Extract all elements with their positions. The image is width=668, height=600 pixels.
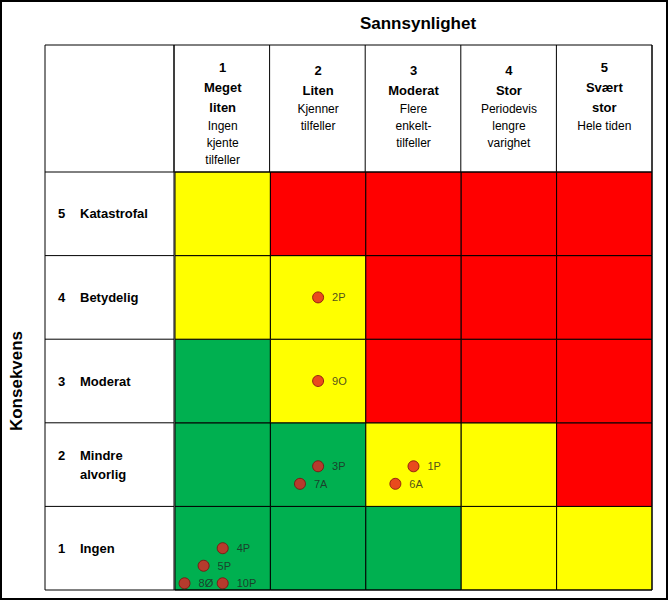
- svg-text:varighet: varighet: [488, 136, 531, 150]
- svg-text:liten: liten: [209, 100, 236, 115]
- svg-text:3: 3: [58, 374, 65, 389]
- svg-text:2: 2: [314, 63, 321, 78]
- svg-text:Flere: Flere: [400, 102, 428, 116]
- svg-text:6A: 6A: [409, 478, 423, 490]
- svg-text:1P: 1P: [428, 460, 441, 472]
- svg-text:kjente: kjente: [207, 136, 239, 150]
- svg-text:Hele tiden: Hele tiden: [577, 119, 631, 133]
- svg-text:1: 1: [58, 541, 65, 556]
- svg-text:5P: 5P: [218, 560, 231, 572]
- svg-text:7A: 7A: [314, 478, 328, 490]
- svg-text:Mindre: Mindre: [80, 448, 123, 463]
- svg-text:Stor: Stor: [496, 83, 522, 98]
- svg-text:5: 5: [601, 60, 608, 75]
- svg-text:2P: 2P: [332, 291, 345, 303]
- svg-text:Sannsynlighet: Sannsynlighet: [360, 14, 477, 33]
- svg-text:Periodevis: Periodevis: [481, 102, 537, 116]
- svg-text:lengre: lengre: [492, 119, 526, 133]
- svg-text:Ingen: Ingen: [80, 541, 115, 556]
- svg-text:Moderat: Moderat: [80, 374, 131, 389]
- svg-text:Betydelig: Betydelig: [80, 290, 139, 305]
- svg-text:tilfeller: tilfeller: [205, 153, 240, 167]
- svg-text:4: 4: [58, 290, 66, 305]
- svg-text:10P: 10P: [237, 577, 257, 589]
- svg-text:8Ø: 8Ø: [199, 577, 214, 589]
- svg-text:4P: 4P: [237, 542, 250, 554]
- svg-text:Moderat: Moderat: [388, 83, 439, 98]
- svg-text:Liten: Liten: [303, 83, 334, 98]
- svg-text:tilfeller: tilfeller: [301, 119, 336, 133]
- svg-text:Katastrofal: Katastrofal: [80, 206, 148, 221]
- svg-text:stor: stor: [592, 100, 617, 115]
- svg-text:4: 4: [505, 63, 513, 78]
- svg-text:Konsekvens: Konsekvens: [7, 331, 26, 431]
- svg-text:enkelt-: enkelt-: [395, 119, 431, 133]
- svg-text:3P: 3P: [332, 460, 345, 472]
- svg-text:2: 2: [58, 448, 65, 463]
- svg-text:Ingen: Ingen: [208, 119, 238, 133]
- svg-text:Kjenner: Kjenner: [297, 102, 338, 116]
- svg-text:1: 1: [219, 60, 226, 75]
- svg-text:alvorlig: alvorlig: [80, 467, 126, 482]
- svg-text:tilfeller: tilfeller: [396, 136, 431, 150]
- svg-text:9O: 9O: [332, 375, 347, 387]
- svg-text:3: 3: [410, 63, 417, 78]
- svg-text:Svært: Svært: [586, 80, 624, 95]
- svg-text:Meget: Meget: [204, 80, 242, 95]
- svg-text:5: 5: [58, 206, 65, 221]
